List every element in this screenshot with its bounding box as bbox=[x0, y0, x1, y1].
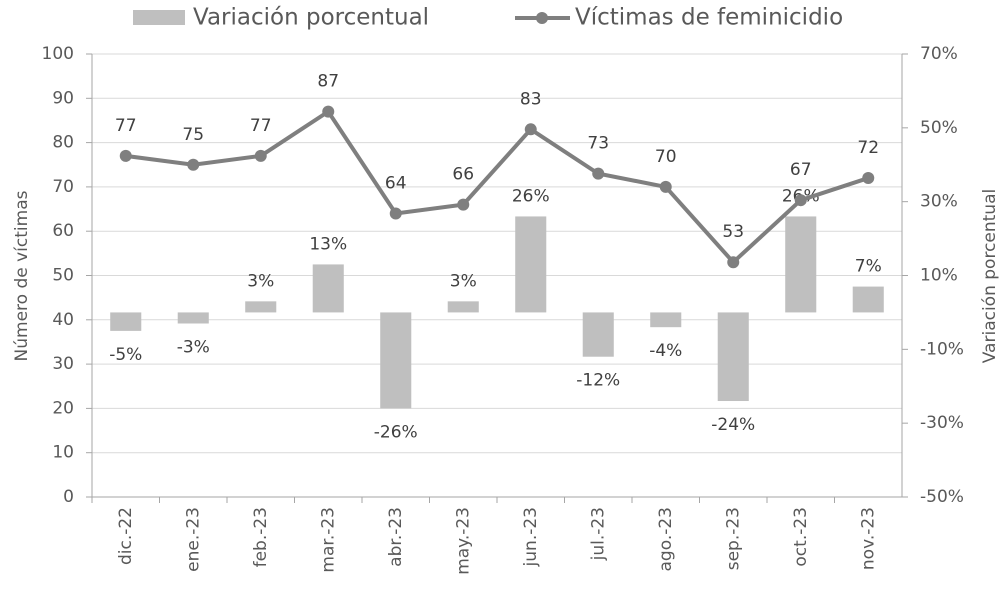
point-label: 83 bbox=[520, 89, 542, 109]
point bbox=[119, 149, 132, 162]
y2-tick-label: 10% bbox=[920, 266, 958, 286]
point-label: 64 bbox=[385, 173, 407, 193]
x-tick-label: dic.-22 bbox=[116, 507, 136, 565]
y2-tick-label: -50% bbox=[920, 487, 964, 507]
y2-tick-label: -10% bbox=[920, 339, 964, 359]
point-label: 67 bbox=[790, 160, 812, 180]
bar-label: -5% bbox=[109, 345, 142, 365]
y-tick-label: 40 bbox=[52, 310, 74, 330]
x-tick-label: oct.-23 bbox=[791, 507, 811, 567]
legend-label: Variación porcentual bbox=[193, 5, 429, 31]
x-tick-label: feb.-23 bbox=[251, 507, 271, 567]
point-label: 87 bbox=[317, 72, 339, 92]
x-tick-label: ene.-23 bbox=[183, 507, 203, 572]
line bbox=[125, 108, 869, 266]
bar bbox=[717, 312, 749, 402]
bar-label: 13% bbox=[309, 234, 347, 254]
point bbox=[727, 256, 740, 269]
bar-label: -26% bbox=[374, 422, 418, 442]
bar bbox=[447, 301, 479, 313]
point bbox=[187, 158, 200, 171]
x-tick-label: abr.-23 bbox=[386, 507, 406, 567]
y2-tick-label: -30% bbox=[920, 413, 964, 433]
bar bbox=[177, 312, 209, 324]
point bbox=[524, 123, 537, 136]
point bbox=[794, 194, 807, 207]
bar-label: -3% bbox=[177, 337, 210, 357]
bar-label: -24% bbox=[711, 415, 755, 435]
bar-label: 26% bbox=[512, 186, 550, 206]
bar bbox=[852, 286, 884, 313]
x-tick-label: may.-23 bbox=[453, 507, 473, 575]
point-label: 72 bbox=[857, 138, 879, 158]
bar-label: 3% bbox=[450, 271, 477, 291]
bar-label: 3% bbox=[247, 271, 274, 291]
point bbox=[254, 149, 267, 162]
y-tick-label: 80 bbox=[52, 133, 74, 153]
point bbox=[659, 180, 672, 193]
bar-label: -12% bbox=[576, 371, 620, 391]
x-tick-label: jun.-23 bbox=[521, 507, 541, 567]
x-tick-label: jul.-23 bbox=[588, 507, 608, 561]
point bbox=[389, 207, 402, 220]
bar bbox=[110, 312, 142, 331]
y-tick-label: 30 bbox=[52, 354, 74, 374]
x-tick-label: sep.-23 bbox=[723, 507, 743, 570]
bar bbox=[515, 216, 547, 313]
bar bbox=[245, 301, 277, 313]
x-tick-label: ago.-23 bbox=[656, 507, 676, 571]
y2-tick-label: 70% bbox=[920, 44, 958, 64]
legend-swatch bbox=[133, 10, 185, 25]
point-label: 77 bbox=[115, 116, 137, 136]
bar bbox=[312, 264, 344, 313]
x-tick-label: mar.-23 bbox=[318, 507, 338, 573]
bar-label: 7% bbox=[855, 257, 882, 277]
point-label: 75 bbox=[182, 125, 204, 145]
bar bbox=[582, 312, 614, 357]
point bbox=[862, 172, 875, 185]
point bbox=[592, 167, 605, 180]
bar bbox=[380, 312, 412, 409]
point-label: 73 bbox=[587, 134, 609, 154]
y-tick-label: 90 bbox=[52, 88, 74, 108]
legend-label: Víctimas de feminicidio bbox=[575, 5, 843, 31]
bar bbox=[785, 216, 817, 313]
x-tick-label: nov.-23 bbox=[858, 507, 878, 570]
point-label: 53 bbox=[722, 222, 744, 242]
y-tick-label: 50 bbox=[52, 266, 74, 286]
point-label: 77 bbox=[250, 116, 272, 136]
y2-tick-label: 50% bbox=[920, 118, 958, 138]
bar bbox=[650, 312, 682, 328]
legend-marker bbox=[536, 12, 548, 24]
y-tick-label: 60 bbox=[52, 221, 74, 241]
y-tick-label: 10 bbox=[52, 443, 74, 463]
point-label: 70 bbox=[655, 147, 677, 167]
y-tick-label: 100 bbox=[42, 44, 74, 64]
y-tick-label: 0 bbox=[63, 487, 74, 507]
point-label: 66 bbox=[452, 165, 474, 185]
y2-axis-title: Variación porcentual bbox=[980, 189, 1000, 363]
point bbox=[322, 105, 335, 118]
y-tick-label: 20 bbox=[52, 398, 74, 418]
point bbox=[457, 198, 470, 211]
y2-tick-label: 30% bbox=[920, 192, 958, 212]
y-axis-title: Número de víctimas bbox=[12, 190, 32, 361]
y-tick-label: 70 bbox=[52, 177, 74, 197]
bar-label: -4% bbox=[649, 341, 682, 361]
